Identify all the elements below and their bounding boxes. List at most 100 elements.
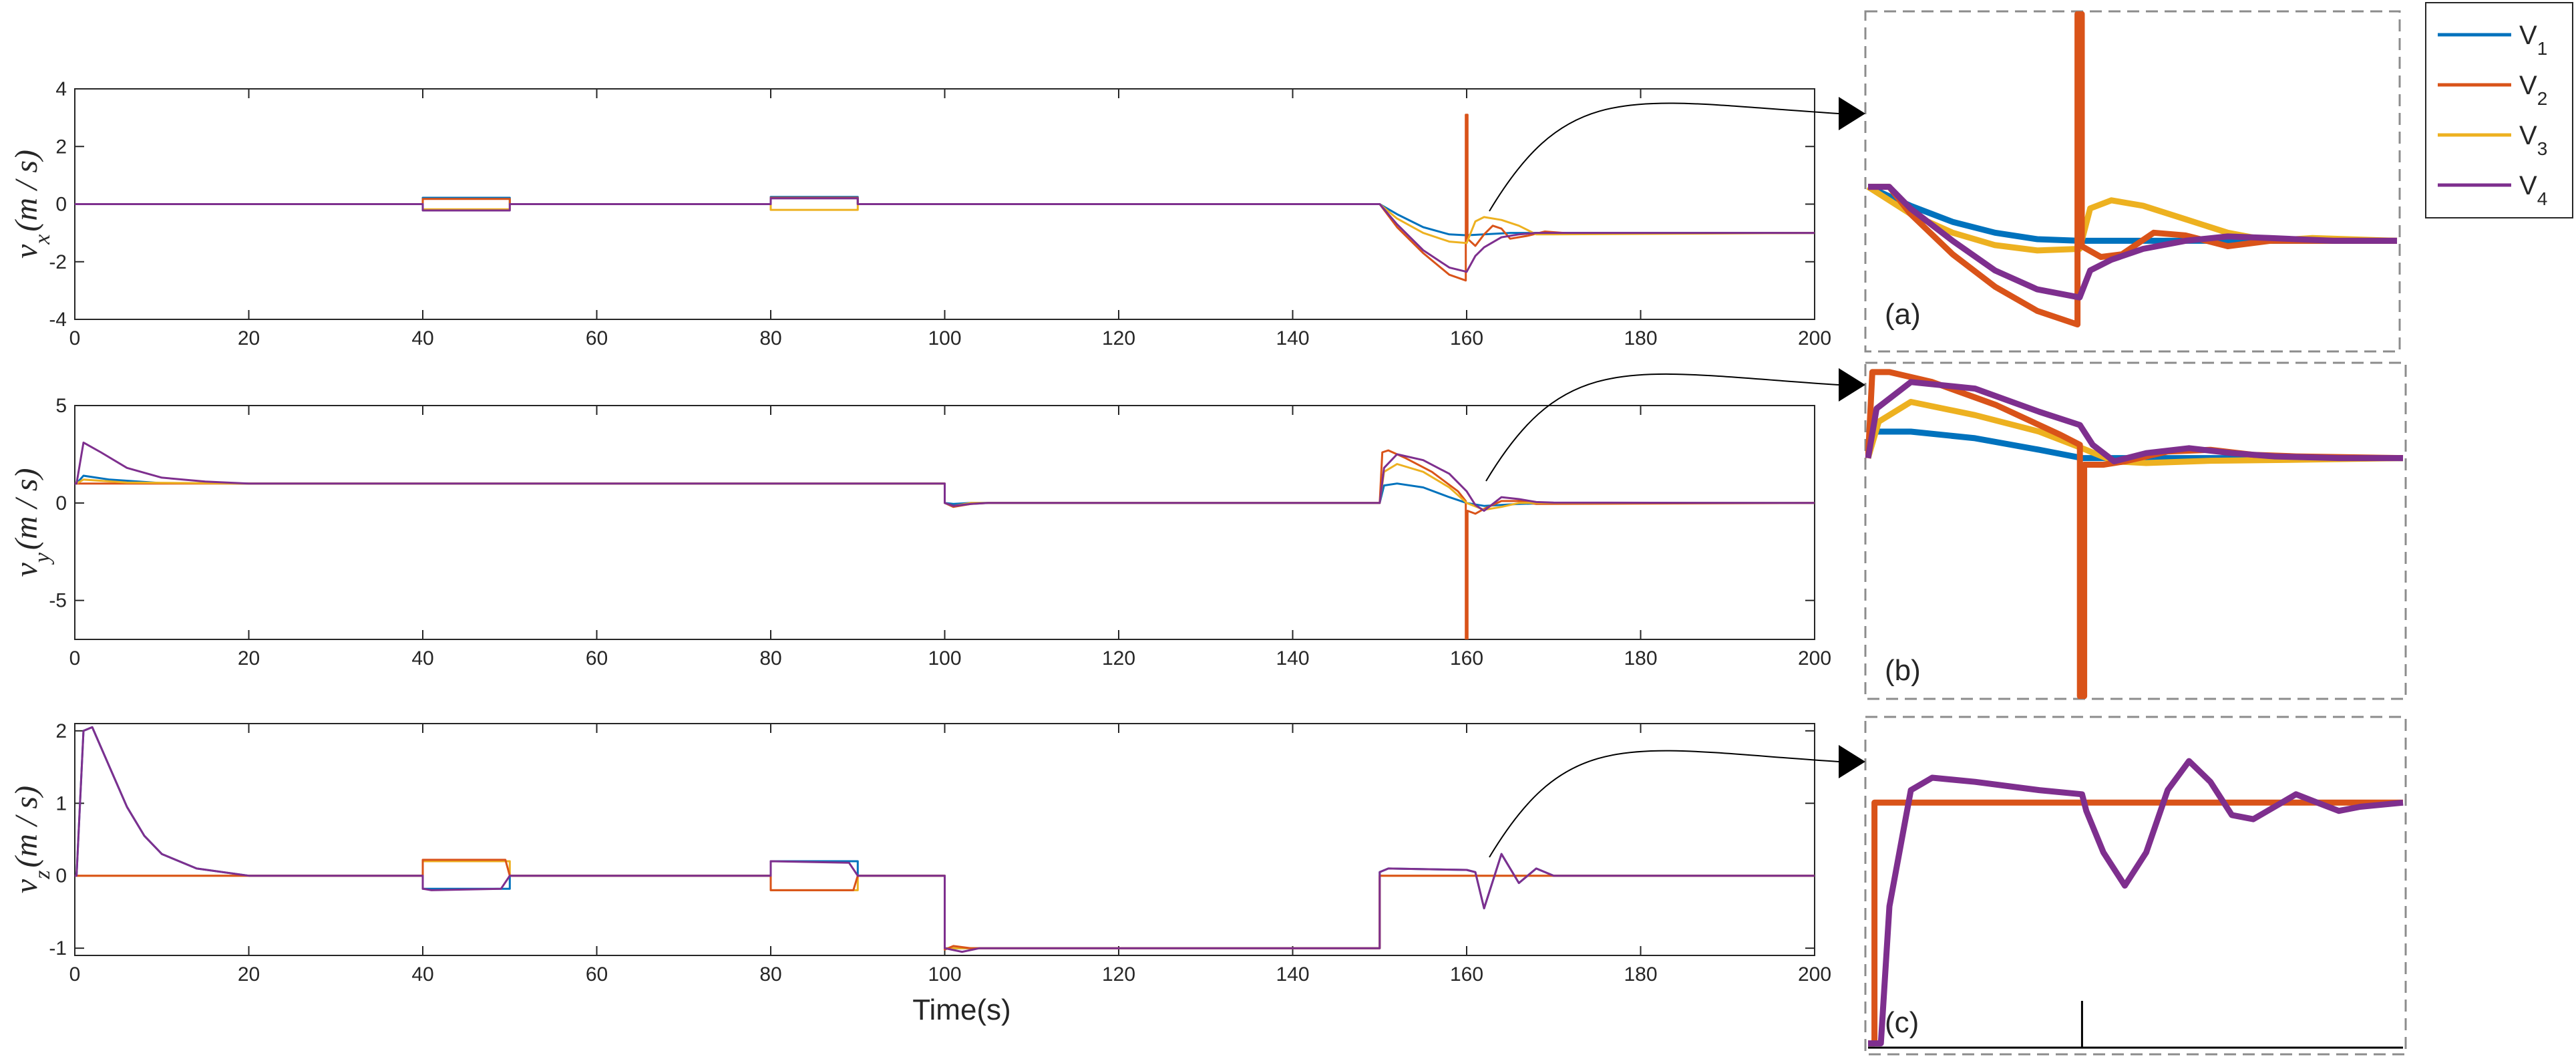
zoom-connector-arrowhead <box>1839 97 1865 130</box>
x-tick-label: 0 <box>69 327 81 349</box>
panel-zoom-b: (b) <box>1864 361 2407 700</box>
legend-label-V2: V2 <box>2519 71 2547 109</box>
x-tick-label: 100 <box>928 647 961 669</box>
x-tick-label: 100 <box>928 327 961 349</box>
y-axis-title: vx (m / s) <box>9 150 55 259</box>
y-tick-label: 0 <box>55 865 67 887</box>
y-axis-units: (m / s) <box>9 150 44 232</box>
x-tick-label: 140 <box>1276 327 1309 349</box>
series-line-V1 <box>1865 428 2403 462</box>
y-axis-title: vz (m / s) <box>9 786 55 893</box>
x-tick-label: 160 <box>1450 963 1483 985</box>
series-group <box>75 114 1815 282</box>
legend-symbol: V <box>2519 21 2537 50</box>
y-tick-label: -2 <box>49 251 67 273</box>
series-line-V4 <box>1868 184 2397 301</box>
x-axis-title: Time(s) <box>912 994 1010 1026</box>
x-tick-label: 0 <box>69 963 81 985</box>
x-tick-label: 160 <box>1450 327 1483 349</box>
panel-label: (c) <box>1885 1006 1919 1039</box>
x-tick-label: 60 <box>586 963 608 985</box>
y-axis-subscript: x <box>30 235 55 245</box>
series-group <box>75 726 1815 953</box>
legend-subscript: 1 <box>2537 38 2548 59</box>
legend-label-V3: V3 <box>2519 121 2547 159</box>
y-tick-label: 1 <box>55 792 67 814</box>
zoom-connector-zoom-b <box>1485 373 1839 482</box>
y-tick-label: -4 <box>49 309 67 331</box>
series-line-V2 <box>75 114 1815 282</box>
x-tick-label: 60 <box>586 327 608 349</box>
y-tick-label: 2 <box>55 720 67 742</box>
y-tick-label: 0 <box>55 492 67 514</box>
panel-label: (b) <box>1885 654 1921 687</box>
y-tick-label: 0 <box>55 194 67 216</box>
x-tick-label: 60 <box>586 647 608 669</box>
legend-subscript: 4 <box>2537 188 2548 209</box>
y-axis-subscript: y <box>30 552 55 565</box>
y-axis-units: (m / s) <box>9 786 44 868</box>
legend-symbol: V <box>2519 171 2537 200</box>
y-tick-label: -5 <box>49 590 67 612</box>
y-tick-label: -1 <box>49 937 67 959</box>
zoom-frame <box>1864 716 2407 1056</box>
zoom-connector-arrowhead <box>1839 745 1865 778</box>
zoom-connector-zoom-c <box>1489 750 1839 858</box>
x-tick-label: 200 <box>1798 963 1831 985</box>
panel-zoom-c: (c) <box>1864 716 2407 1056</box>
x-tick-label: 120 <box>1102 963 1135 985</box>
x-tick-label: 140 <box>1276 647 1309 669</box>
series-group <box>1865 369 2404 699</box>
panel-vy: 0 20 40 60 80 100 120 140 160 180 200 -5 0 5 vy (m / s) <box>9 395 1831 669</box>
x-tick-label: 20 <box>238 647 260 669</box>
series-group <box>75 441 1815 639</box>
x-tick-label: 80 <box>759 327 781 349</box>
x-tick-label: 20 <box>238 327 260 349</box>
y-tick-label: 2 <box>55 136 67 158</box>
x-tick-label: 140 <box>1276 963 1309 985</box>
y-axis-symbol: v <box>9 879 44 893</box>
axes-frame <box>74 405 1815 640</box>
x-tick-label: 80 <box>759 963 781 985</box>
y-axis-subscript: z <box>30 871 55 880</box>
legend-symbol: V <box>2519 71 2537 100</box>
series-line-V4 <box>75 441 1815 512</box>
series-line-V3 <box>75 203 1815 245</box>
x-tick-label: 120 <box>1102 327 1135 349</box>
series-line-V4 <box>75 197 1815 273</box>
legend-symbol: V <box>2519 121 2537 150</box>
x-tick-label: 200 <box>1798 647 1831 669</box>
x-tick-label: 120 <box>1102 647 1135 669</box>
x-tick-label: 40 <box>411 647 433 669</box>
series-group <box>1866 11 2398 328</box>
series-line-V4 <box>1868 758 2404 1047</box>
x-tick-label: 40 <box>411 963 433 985</box>
x-tick-label: 40 <box>411 327 433 349</box>
series-line-V2 <box>75 449 1815 639</box>
panel-label: (a) <box>1885 298 1921 331</box>
y-axis-symbol: v <box>9 244 44 259</box>
x-tick-label: 0 <box>69 647 81 669</box>
panel-vx: 0 20 40 60 80 100 120 140 160 180 200 -4 -2 0 2 4 vx (m /… <box>9 78 1831 349</box>
y-tick-label: 4 <box>55 78 67 100</box>
y-tick-label: 5 <box>55 395 67 417</box>
x-tick-label: 160 <box>1450 647 1483 669</box>
x-tick-label: 80 <box>759 647 781 669</box>
zoom-connector-zoom-a <box>1489 102 1839 212</box>
series-line-V4 <box>1865 379 2403 464</box>
legend-label-V4: V4 <box>2519 171 2547 209</box>
zoom-frame <box>1864 361 2407 700</box>
legend-subscript: 3 <box>2537 138 2548 159</box>
y-axis-units: (m / s) <box>9 468 44 550</box>
x-tick-label: 20 <box>238 963 260 985</box>
y-axis-symbol: v <box>9 563 44 577</box>
x-tick-label: 100 <box>928 963 961 985</box>
x-tick-label: 180 <box>1624 647 1657 669</box>
series-line-V4 <box>75 726 1815 953</box>
legend-label-V1: V1 <box>2519 21 2547 59</box>
series-line-V1 <box>75 196 1815 237</box>
legend-subscript: 2 <box>2537 88 2548 109</box>
